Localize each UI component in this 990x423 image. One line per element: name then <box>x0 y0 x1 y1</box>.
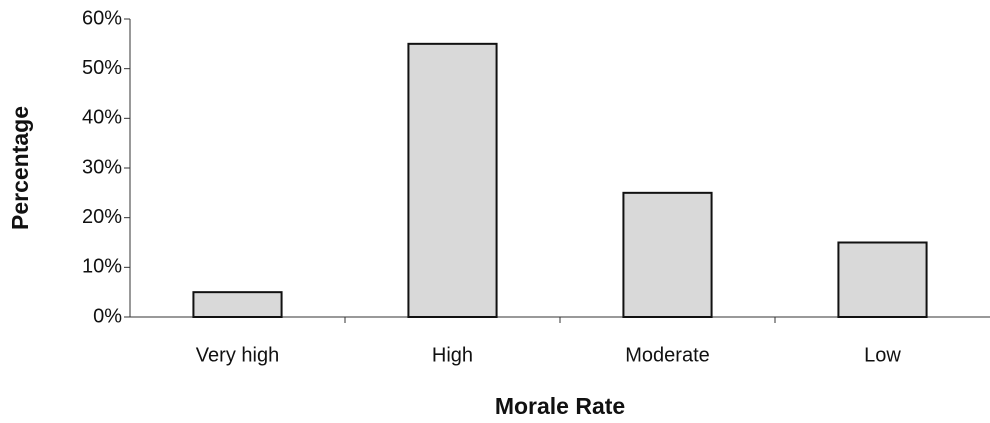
y-tick-label: 50% <box>82 57 122 79</box>
y-tick-label: 0% <box>93 305 122 327</box>
y-tick-label: 40% <box>82 107 122 129</box>
y-tick-label: 60% <box>82 7 122 29</box>
y-tick-label: 30% <box>82 156 122 178</box>
y-tick-label: 10% <box>82 256 122 278</box>
x-tick-label: Low <box>864 344 901 366</box>
bar <box>192 291 283 318</box>
y-axis-title: Percentage <box>7 106 33 230</box>
bar <box>837 241 928 318</box>
bar <box>622 191 713 318</box>
y-tick-label: 20% <box>82 206 122 228</box>
x-tick-label: Moderate <box>625 344 710 366</box>
bar <box>407 42 498 318</box>
x-tick-label: High <box>432 344 473 366</box>
x-tick-label: Very high <box>196 344 279 366</box>
x-axis-title: Morale Rate <box>495 393 625 419</box>
